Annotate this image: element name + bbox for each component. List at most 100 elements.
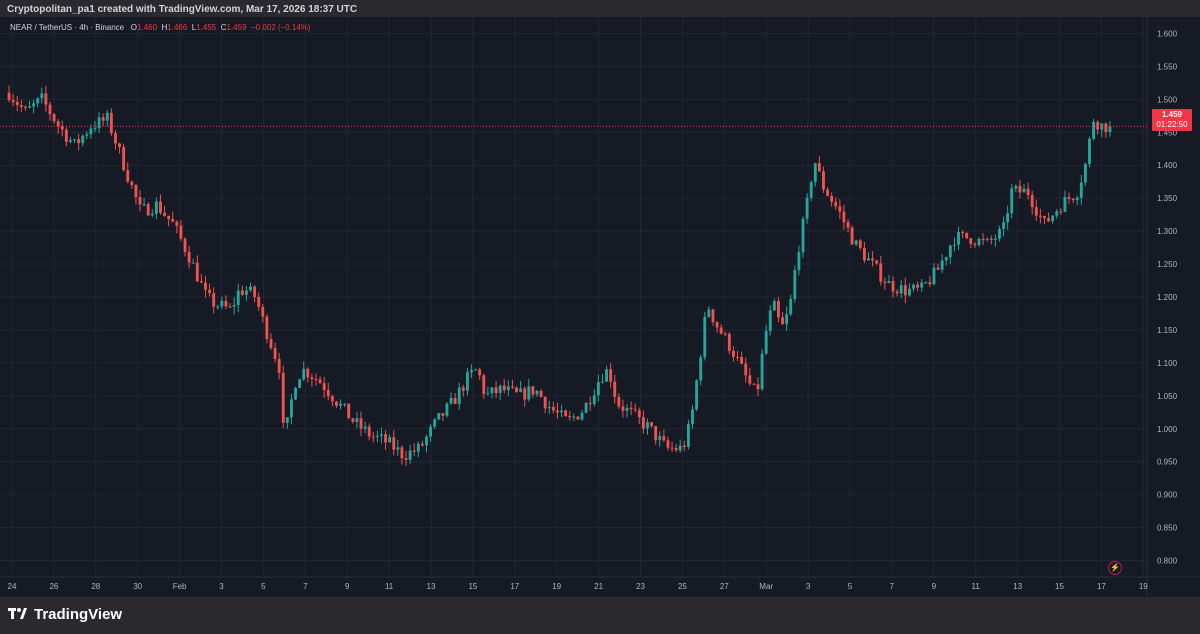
candle-body [89,128,93,135]
candle-body [175,221,179,226]
time-tick-label: 19 [1139,582,1148,591]
candle-body [719,327,723,334]
candle-body [695,380,699,410]
candle-body [650,422,654,427]
candle-body [1063,196,1067,212]
candle-body [437,413,441,420]
candle-body [969,238,973,244]
candle-body [682,445,686,447]
candle-body [654,426,658,441]
candle-body [916,284,920,288]
price-tick-label: 1.100 [1157,359,1178,368]
price-tick-label: 0.800 [1157,557,1178,566]
candle-body [204,282,207,290]
candle-body [130,181,134,186]
price-axis: 1.600 1.550 1.500 1.450 1.400 1.350 1.300 1.250… [1146,17,1178,597]
candle-body [474,369,478,371]
candle-body [154,201,158,214]
candle-body [105,112,109,121]
candle-body [191,262,195,264]
candle-body [903,285,907,296]
countdown-text: 01:22:50 [1156,120,1188,129]
candle-body [1088,138,1091,164]
candle-body [801,218,805,253]
candle-body [519,388,523,392]
candle-body [371,436,375,438]
candlestick-chart[interactable]: 1.600 1.550 1.500 1.450 1.400 1.350 1.300 1.250… [0,17,1200,597]
time-tick-label: 9 [345,582,350,591]
candle-body [998,228,1001,239]
candle-body [322,383,326,391]
candle-body [142,203,146,205]
candle-body [1034,207,1038,216]
candle-body [23,106,27,108]
symbol-label: NEAR / TetherUS · 4h · Binance [10,23,125,32]
candle-body [470,370,473,373]
candle-body [40,93,44,99]
chart-area[interactable]: 1.600 1.550 1.500 1.450 1.400 1.350 1.300 1.250… [0,17,1200,597]
candle-body [707,309,711,317]
candles [7,85,1112,467]
tradingview-logo[interactable]: TradingView [8,603,122,625]
candle-body [752,383,756,385]
candle-body [457,387,461,405]
candle-body [646,422,649,429]
candle-body [1026,188,1030,196]
candle-body [56,121,60,127]
lightning-icon[interactable]: ⚡ [1108,561,1122,575]
candle-body [711,309,715,323]
candle-body [265,316,269,340]
candle-body [547,407,551,409]
candle-body [535,390,539,395]
candle-body [748,375,752,384]
close-label: C [220,23,227,32]
candle-body [1055,211,1059,216]
time-tick-label: Feb [173,582,187,591]
candle-body [850,227,854,245]
candle-body [523,388,527,400]
price-tick-label: 1.300 [1157,227,1178,236]
candle-body [502,385,506,391]
candle-body [1051,215,1055,222]
candle-body [793,270,797,299]
candle-body [298,379,302,388]
candle-body [560,410,563,413]
time-tick-label: 11 [385,582,394,591]
candle-body [420,443,424,446]
candle-body [1071,198,1075,201]
candle-body [576,416,580,420]
candle-body [871,258,875,261]
time-tick-label: 5 [848,582,853,591]
time-tick-label: 5 [261,582,266,591]
candle-body [601,381,604,383]
candle-body [777,301,780,318]
candle-body [482,375,486,394]
candle-body [302,368,306,380]
credit-line: Cryptopolitan_pa1 created with TradingVi… [7,4,358,15]
tradingview-logo-icon [8,608,27,619]
candle-body [511,386,514,388]
candle-body [7,92,11,101]
candle-body [425,436,428,446]
time-tick-label: 30 [133,582,142,591]
candle-body [359,418,363,429]
candle-body [64,129,68,142]
candle-body [699,357,703,381]
candle-body [388,437,392,443]
candle-body [678,445,682,451]
candle-body [314,378,318,380]
candle-body [973,243,977,246]
candle-body [789,298,793,315]
candle-body [862,247,866,261]
candle-body [879,263,883,282]
candle-body [69,140,72,142]
candle-body [674,447,678,451]
candle-body [163,212,166,216]
candle-body [858,240,862,248]
time-tick-label: 13 [427,582,436,591]
candle-body [686,423,690,447]
candle-body [167,215,171,220]
candle-body [343,403,347,405]
candle-body [159,201,162,213]
candle-body [195,262,199,282]
